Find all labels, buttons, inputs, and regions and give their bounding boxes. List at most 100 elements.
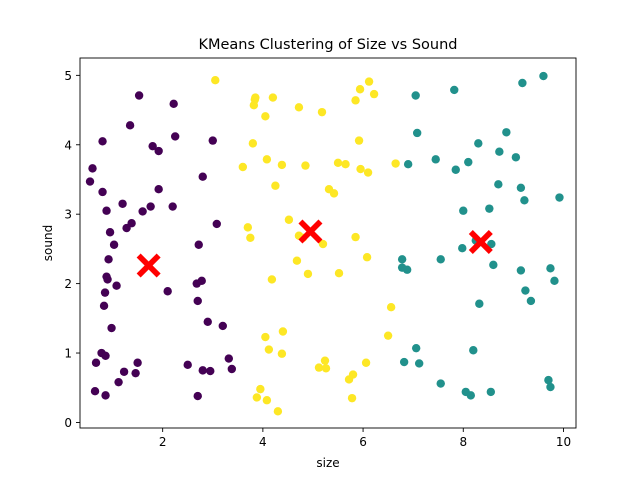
data-point-cluster-2 — [474, 139, 483, 148]
data-point-cluster-2 — [511, 153, 521, 162]
data-point-cluster-1 — [238, 162, 248, 172]
data-point-cluster-1 — [314, 363, 324, 372]
data-point-cluster-2 — [399, 357, 409, 367]
data-point-cluster-1 — [363, 168, 373, 177]
data-point-cluster-1 — [301, 161, 310, 170]
data-point-cluster-0 — [127, 219, 136, 228]
y-tick-label: 4 — [64, 138, 72, 152]
data-point-cluster-1 — [329, 189, 339, 198]
data-point-cluster-1 — [303, 269, 313, 279]
data-point-cluster-0 — [203, 317, 212, 326]
data-point-cluster-2 — [450, 85, 459, 95]
data-point-cluster-2 — [403, 160, 413, 169]
data-point-cluster-0 — [98, 137, 107, 146]
y-tick-label: 5 — [64, 69, 72, 83]
data-point-cluster-1 — [362, 253, 372, 262]
data-point-cluster-0 — [90, 387, 100, 396]
data-point-cluster-1 — [351, 232, 360, 242]
data-point-cluster-0 — [101, 391, 110, 400]
data-point-cluster-2 — [458, 244, 467, 253]
data-point-cluster-0 — [85, 177, 95, 186]
data-point-cluster-1 — [252, 393, 262, 402]
data-point-cluster-2 — [414, 359, 424, 368]
data-point-cluster-1 — [320, 356, 330, 365]
data-point-cluster-0 — [103, 275, 112, 284]
x-tick-label: 6 — [359, 435, 367, 449]
y-axis-label: sound — [41, 225, 55, 261]
data-point-cluster-1 — [333, 158, 343, 168]
data-point-cluster-0 — [154, 185, 163, 194]
data-point-cluster-1 — [262, 396, 272, 405]
data-point-cluster-2 — [485, 204, 494, 213]
data-point-cluster-0 — [193, 391, 202, 401]
data-point-cluster-1 — [318, 239, 328, 249]
data-point-cluster-0 — [154, 146, 163, 156]
data-point-cluster-2 — [555, 193, 564, 202]
data-point-cluster-1 — [383, 331, 393, 340]
data-point-cluster-2 — [464, 157, 473, 167]
data-point-cluster-0 — [119, 367, 129, 376]
data-point-cluster-1 — [386, 303, 396, 312]
data-point-cluster-0 — [183, 360, 192, 370]
data-point-cluster-0 — [198, 172, 207, 181]
y-axis-ticks: 0 1 2 3 4 5 — [64, 69, 80, 430]
data-point-cluster-0 — [107, 323, 116, 333]
data-point-cluster-0 — [163, 287, 172, 296]
x-tick-label: 8 — [459, 435, 467, 449]
data-point-cluster-0 — [198, 366, 207, 375]
data-point-cluster-1 — [273, 407, 283, 416]
data-point-cluster-0 — [227, 364, 237, 374]
y-tick-label: 0 — [64, 416, 72, 430]
y-tick-label: 3 — [64, 208, 72, 222]
data-point-cluster-1 — [364, 77, 374, 86]
data-point-cluster-1 — [251, 93, 260, 102]
data-point-cluster-1 — [348, 370, 358, 379]
data-point-cluster-0 — [194, 240, 203, 249]
data-point-cluster-2 — [546, 264, 555, 273]
data-point-cluster-0 — [134, 91, 144, 100]
data-point-cluster-1 — [361, 358, 371, 367]
data-point-cluster-1 — [261, 332, 270, 342]
data-point-cluster-2 — [516, 183, 526, 193]
x-axis-label: size — [316, 456, 339, 470]
data-point-cluster-0 — [91, 358, 101, 367]
data-point-cluster-2 — [459, 206, 468, 215]
data-point-cluster-0 — [100, 288, 110, 297]
x-tick-label: 2 — [159, 435, 167, 449]
data-point-cluster-0 — [212, 219, 221, 229]
data-point-cluster-2 — [451, 165, 460, 174]
data-point-cluster-1 — [294, 103, 304, 112]
data-point-cluster-1 — [341, 160, 350, 169]
data-point-cluster-1 — [211, 76, 220, 85]
data-point-cluster-2 — [431, 155, 440, 164]
data-point-cluster-2 — [397, 255, 407, 264]
data-point-cluster-0 — [197, 276, 206, 286]
data-point-cluster-1 — [278, 327, 288, 336]
data-point-cluster-1 — [256, 384, 265, 394]
data-point-cluster-2 — [466, 391, 475, 400]
data-point-cluster-2 — [550, 276, 559, 286]
plot-area-frame — [79, 57, 577, 429]
data-point-cluster-2 — [436, 379, 445, 388]
data-point-cluster-2 — [412, 128, 422, 138]
data-point-cluster-1 — [292, 256, 302, 265]
x-tick-label: 4 — [259, 435, 267, 449]
data-point-cluster-0 — [169, 99, 178, 109]
x-tick-label: 10 — [556, 435, 571, 449]
centroid-marker-2 — [468, 229, 493, 254]
data-point-cluster-1 — [356, 164, 365, 174]
data-point-cluster-2 — [495, 147, 504, 156]
data-point-cluster-2 — [526, 296, 536, 306]
data-point-cluster-0 — [224, 354, 233, 363]
data-point-cluster-2 — [486, 387, 496, 397]
data-point-cluster-2 — [546, 382, 555, 392]
data-point-cluster-0 — [218, 321, 227, 331]
data-point-cluster-1 — [277, 349, 287, 358]
data-point-cluster-2 — [489, 260, 498, 270]
data-point-cluster-2 — [411, 91, 420, 100]
data-point-cluster-2 — [487, 239, 496, 249]
data-point-cluster-0 — [146, 202, 155, 211]
data-point-cluster-1 — [321, 364, 331, 373]
centroid-x-shape — [298, 219, 323, 244]
